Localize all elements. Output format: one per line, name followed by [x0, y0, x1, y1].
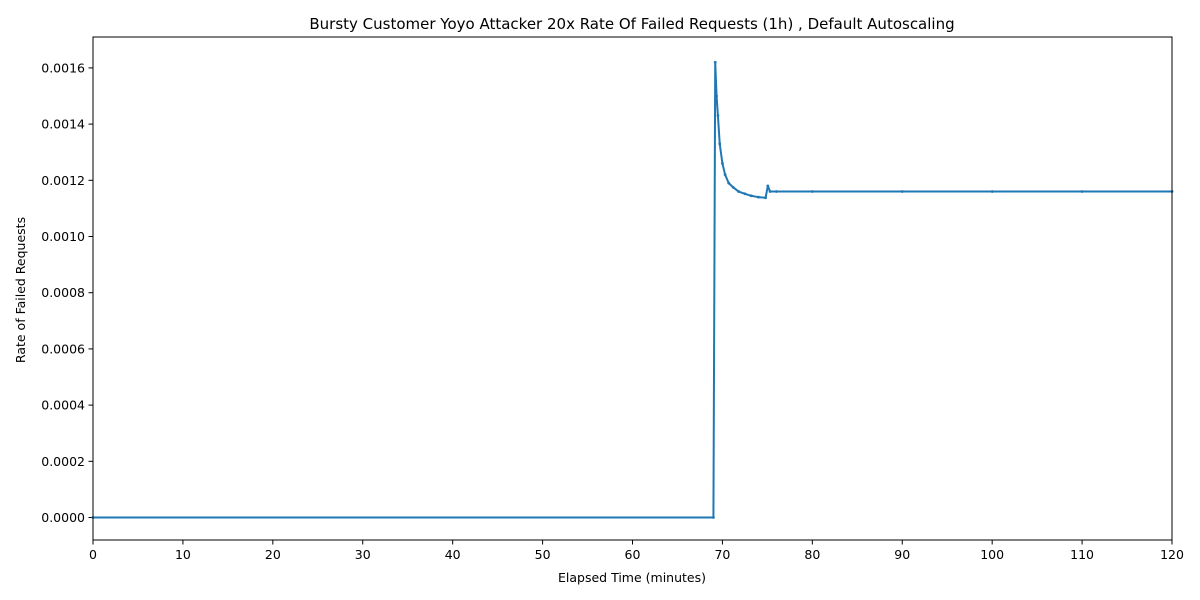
data-point [716, 114, 720, 118]
data-point [900, 190, 904, 193]
x-axis-ticks: 0 10 20 30 40 50 60 70 80 90 100 110 120 [89, 540, 1184, 562]
y-tick-label: 0.0008 [41, 285, 85, 300]
y-tick-label: 0.0010 [41, 229, 85, 244]
data-point [713, 60, 717, 64]
x-tick-label: 20 [265, 547, 281, 562]
data-point [715, 94, 718, 98]
chart-title: Bursty Customer Yoyo Attacker 20x Rate O… [309, 15, 954, 33]
y-tick-label: 0.0000 [41, 510, 85, 525]
x-tick-label: 80 [804, 547, 820, 562]
y-tick-label: 0.0004 [41, 398, 85, 413]
data-point [749, 194, 753, 198]
data-point [764, 196, 767, 200]
data-point [731, 185, 735, 189]
data-point [718, 142, 722, 146]
x-tick-label: 90 [894, 547, 910, 562]
y-tick-label: 0.0012 [41, 173, 85, 188]
data-point [727, 181, 731, 185]
data-point [990, 190, 994, 193]
x-tick-label: 10 [175, 547, 191, 562]
y-tick-label: 0.0014 [41, 117, 85, 132]
y-tick-label: 0.0002 [41, 454, 85, 469]
data-point [774, 190, 778, 193]
x-tick-label: 70 [714, 547, 730, 562]
plot-area-frame [92, 36, 1173, 541]
data-point [743, 192, 747, 196]
data-point [766, 184, 770, 188]
x-tick-label: 60 [625, 547, 641, 562]
data-point [712, 516, 715, 519]
data-point [721, 162, 724, 165]
data-point [810, 190, 814, 193]
x-axis-label: Elapsed Time (minutes) [558, 570, 706, 585]
x-tick-label: 50 [535, 547, 551, 562]
x-tick-label: 40 [445, 547, 461, 562]
data-point [756, 195, 760, 199]
y-tick-label: 0.0016 [41, 60, 85, 75]
x-tick-label: 110 [1070, 547, 1094, 562]
x-tick-label: 0 [89, 547, 97, 562]
x-tick-label: 30 [355, 547, 371, 562]
data-point [723, 173, 727, 177]
data-point [737, 190, 741, 193]
y-axis-ticks: 0.0000 0.0002 0.0004 0.0006 0.0008 0.0010 0.00… [41, 60, 93, 525]
y-axis-label: Rate of Failed Requests [13, 217, 28, 363]
y-tick-label: 0.0006 [41, 341, 85, 356]
data-point [768, 190, 772, 193]
series-layer [91, 60, 1174, 519]
x-tick-label: 100 [980, 547, 1004, 562]
data-point [1080, 190, 1084, 193]
x-tick-label: 120 [1160, 547, 1184, 562]
